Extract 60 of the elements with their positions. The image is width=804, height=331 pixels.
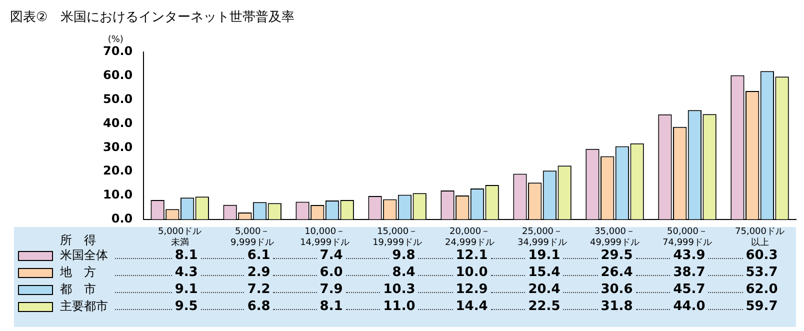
x-tick-label: 20,000－ 24,999ドル xyxy=(445,227,495,248)
data-label: 10.3 xyxy=(383,282,416,297)
data-label: 59.7 xyxy=(746,299,778,314)
data-label: 8.1 xyxy=(174,248,198,263)
data-label: 31.8 xyxy=(600,299,633,314)
data-label: 15.4 xyxy=(528,265,560,280)
data-label: 9.1 xyxy=(174,282,198,297)
x-tick-label: 25,000－ 34,999ドル xyxy=(518,227,568,248)
data-label: 22.5 xyxy=(528,299,560,314)
x-tick-label: 75,000ドル以上 xyxy=(735,227,785,248)
data-label: 12.1 xyxy=(456,248,488,263)
y-tick-label: 60.0 xyxy=(103,68,133,82)
y-tick-label: 50.0 xyxy=(103,92,133,106)
y-axis-title: (%) xyxy=(108,35,124,45)
data-label: 8.1 xyxy=(320,299,343,314)
data-label: 9.8 xyxy=(392,248,416,263)
x-tick-label: 5,000－ 9,999ドル xyxy=(230,227,274,248)
chart-title: 図表② 米国におけるインターネット世帯普及率 xyxy=(10,8,295,26)
data-label: 4.3 xyxy=(174,265,198,280)
y-tick-label: 0.0 xyxy=(111,212,133,226)
x-axis-title: 所 得 xyxy=(60,232,96,249)
y-tick-label: 70.0 xyxy=(103,44,133,58)
data-label: 19.1 xyxy=(528,248,560,263)
data-label: 14.4 xyxy=(456,299,488,314)
x-tick-label: 35,000－ 49,999ドル xyxy=(590,227,640,248)
data-label: 8.4 xyxy=(392,265,416,280)
data-label: 60.3 xyxy=(746,248,778,263)
data-label: 38.7 xyxy=(673,265,706,280)
data-label: 26.4 xyxy=(600,265,633,280)
data-label: 2.9 xyxy=(247,265,270,280)
y-tick-label: 40.0 xyxy=(103,116,133,130)
data-label: 53.7 xyxy=(746,265,778,280)
data-label: 45.7 xyxy=(673,282,706,297)
data-label: 12.9 xyxy=(456,282,488,297)
x-tick-label: 5,000ドル未満 xyxy=(158,227,202,248)
x-tick-label: 50,000－ 74,999ドル xyxy=(662,227,712,248)
x-tick-label: 15,000－ 19,999ドル xyxy=(372,227,422,248)
data-label: 20.4 xyxy=(528,282,560,297)
y-tick-label: 20.0 xyxy=(103,164,133,178)
data-label: 6.8 xyxy=(247,299,270,314)
data-label: 43.9 xyxy=(673,248,706,263)
data-label: 6.1 xyxy=(247,248,270,263)
data-label: 7.9 xyxy=(320,282,343,297)
y-tick-label: 10.0 xyxy=(103,188,133,202)
legend-label: 米国全体 xyxy=(60,248,108,263)
data-label: 62.0 xyxy=(746,282,778,297)
data-label: 11.0 xyxy=(383,299,416,314)
y-tick-label: 30.0 xyxy=(103,140,133,154)
x-tick-label: 10,000－ 14,999ドル xyxy=(300,227,350,248)
data-label: 6.0 xyxy=(320,265,343,280)
data-label: 9.5 xyxy=(174,299,198,314)
data-label: 44.0 xyxy=(673,299,706,314)
data-label: 10.0 xyxy=(456,265,488,280)
data-label: 30.6 xyxy=(600,282,633,297)
data-label: 7.4 xyxy=(320,248,343,263)
legend-label: 主要都市 xyxy=(60,299,108,314)
data-label: 29.5 xyxy=(600,248,633,263)
legend-label: 地 方 xyxy=(60,265,96,280)
legend-label: 都 市 xyxy=(60,282,96,297)
data-label: 7.2 xyxy=(247,282,270,297)
